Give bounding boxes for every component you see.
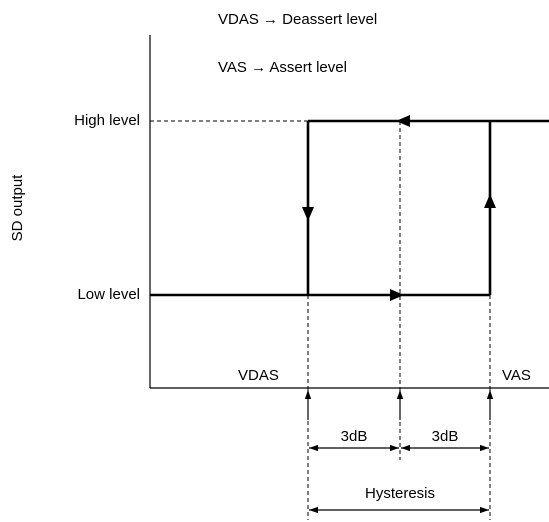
level-label: Low level xyxy=(77,286,140,303)
arrow-left xyxy=(396,115,410,127)
dimension-label: Hysteresis xyxy=(365,485,435,502)
dimension-label: 3dB xyxy=(341,428,368,445)
arrow-right xyxy=(390,289,404,301)
legend-line: VDAS → Deassert level xyxy=(218,11,377,28)
dimension-label: 3dB xyxy=(432,428,459,445)
threshold-label: VDAS xyxy=(238,367,279,384)
level-label: High level xyxy=(74,112,140,129)
legend-line: VAS → Assert level xyxy=(218,59,347,76)
arrow-down xyxy=(302,207,314,221)
axis-label: SD output xyxy=(9,174,26,242)
threshold-label: VAS xyxy=(502,367,531,384)
arrow-up xyxy=(484,194,496,208)
